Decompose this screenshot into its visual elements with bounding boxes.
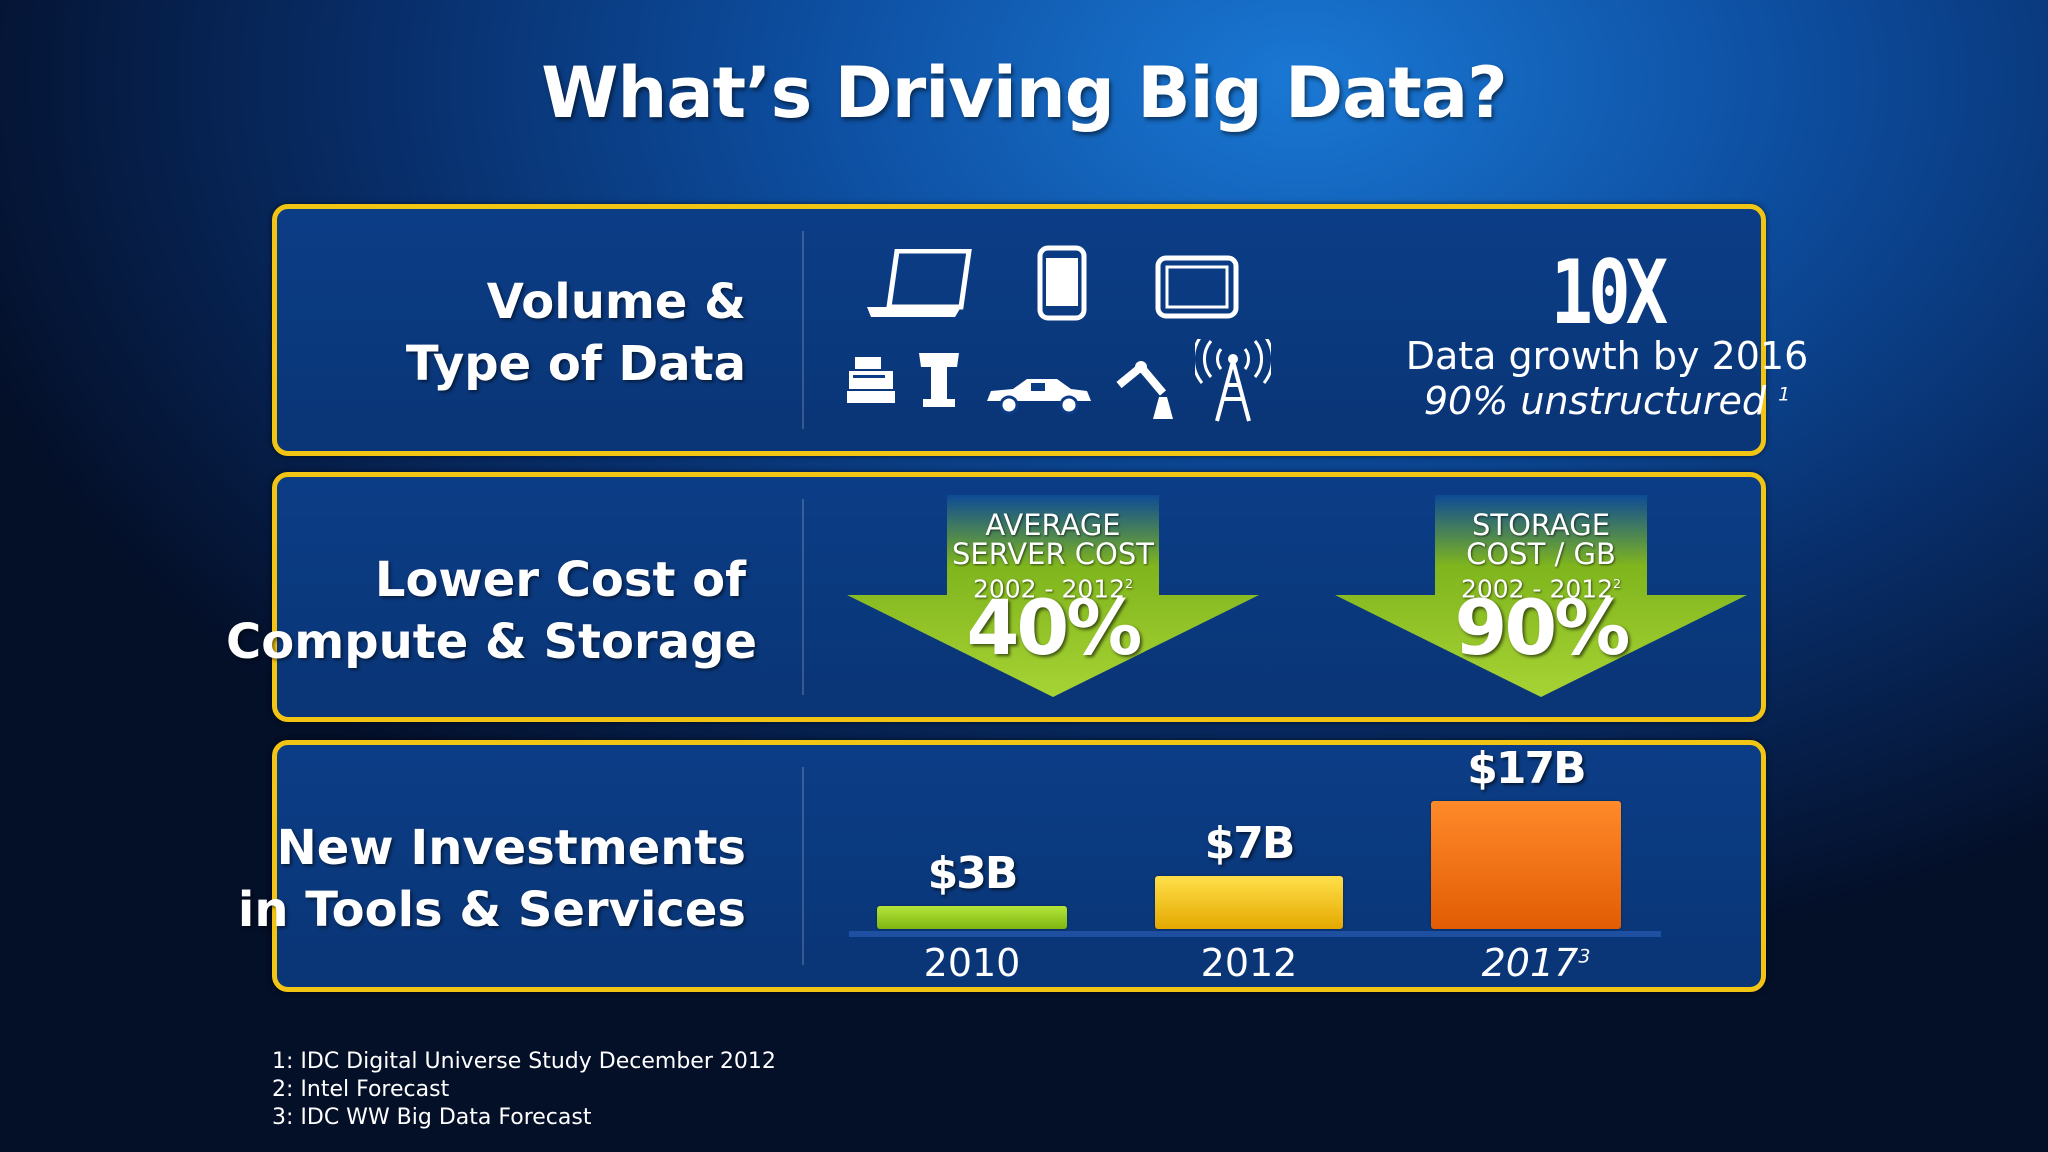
growth-stat: 10X bbox=[1550, 241, 1669, 344]
footnote-1: 1: IDC Digital Universe Study December 2… bbox=[272, 1049, 776, 1074]
cost-panel: Lower Cost of Compute & Storage AVERAGE … bbox=[226, 472, 1766, 722]
storage-cost-line2: COST / GB bbox=[1466, 537, 1616, 571]
server-cost-years: 2002 - 20122 bbox=[903, 569, 1203, 603]
footnote-ref: 2 bbox=[1125, 576, 1134, 591]
volume-label-line2: Type of Data bbox=[405, 336, 746, 392]
year-2017: 20173 bbox=[1426, 941, 1646, 985]
year-2012: 2012 bbox=[1200, 941, 1298, 985]
cell-tower-icon bbox=[1195, 339, 1271, 422]
cost-label: Lower Cost of Compute & Storage bbox=[226, 549, 757, 673]
volume-label: Volume & Type of Data bbox=[226, 271, 746, 395]
bar-value-2012: $7B bbox=[1204, 818, 1296, 869]
storage-cost-value: 90% bbox=[1454, 583, 1631, 672]
panel-divider bbox=[802, 231, 804, 429]
tablet-icon bbox=[1155, 255, 1239, 319]
panel-divider bbox=[802, 499, 804, 695]
bar-2017 bbox=[1431, 801, 1621, 929]
unstructured-text: 90% unstructured 1 bbox=[1367, 379, 1847, 423]
volume-panel: Volume & Type of Data bbox=[272, 204, 1808, 456]
bar-2010 bbox=[877, 906, 1067, 929]
storage-cost-label: STORAGE COST / GB 2002 - 20122 bbox=[1391, 508, 1691, 604]
laptop-icon bbox=[867, 249, 972, 317]
investment-label: New Investments in Tools & Services bbox=[226, 817, 746, 941]
robot-arm-icon bbox=[1116, 361, 1173, 419]
server-cost-label: AVERAGE SERVER COST 2002 - 20122 bbox=[903, 508, 1203, 604]
growth-text: Data growth by 2016 bbox=[1405, 334, 1809, 378]
server-cost-line2: SERVER COST bbox=[951, 537, 1155, 571]
smartphone-icon bbox=[1037, 245, 1087, 321]
footnote-2: 2: Intel Forecast bbox=[272, 1077, 450, 1102]
footnote-ref: 1 bbox=[1778, 383, 1791, 406]
bar-value-2017: $17B bbox=[1467, 743, 1586, 794]
storage-cost-arrow bbox=[1335, 495, 1747, 697]
storage-cost-line1: STORAGE bbox=[1471, 508, 1611, 542]
investment-label-line2: in Tools & Services bbox=[237, 882, 746, 938]
server-cost-arrow bbox=[847, 495, 1259, 697]
bar-value-2010: $3B bbox=[927, 848, 1019, 899]
investment-panel: New Investments in Tools & Services $3B … bbox=[238, 740, 1766, 992]
chart-baseline bbox=[849, 931, 1661, 937]
investment-label-line1: New Investments bbox=[276, 820, 746, 876]
car-icon bbox=[987, 379, 1091, 415]
cost-label-line1: Lower Cost of bbox=[374, 552, 746, 608]
bar-2012 bbox=[1155, 876, 1343, 929]
footnote-ref: 3 bbox=[1578, 945, 1591, 968]
server-cost-years-value: 2002 - 2012 bbox=[972, 574, 1126, 604]
footnotes: 1: IDC Digital Universe Study December 2… bbox=[272, 1048, 776, 1132]
server-cost-value: 40% bbox=[966, 583, 1143, 672]
storage-cost-years: 2002 - 20122 bbox=[1391, 569, 1691, 603]
year-2017-value: 2017 bbox=[1481, 941, 1579, 985]
year-2010: 2010 bbox=[923, 941, 1021, 985]
cost-label-line2: Compute & Storage bbox=[226, 614, 757, 670]
unstructured-value: 90% unstructured bbox=[1423, 379, 1766, 423]
server-cost-line1: AVERAGE bbox=[985, 508, 1121, 542]
panel-divider bbox=[802, 767, 804, 965]
footnote-3: 3: IDC WW Big Data Forecast bbox=[272, 1105, 592, 1130]
cash-register-icon bbox=[847, 357, 895, 403]
storage-cost-years-value: 2002 - 2012 bbox=[1460, 574, 1614, 604]
kiosk-icon bbox=[919, 353, 959, 407]
slide-title: What’s Driving Big Data? bbox=[541, 52, 1507, 134]
footnote-ref: 2 bbox=[1613, 576, 1622, 591]
volume-label-line1: Volume & bbox=[486, 274, 746, 330]
